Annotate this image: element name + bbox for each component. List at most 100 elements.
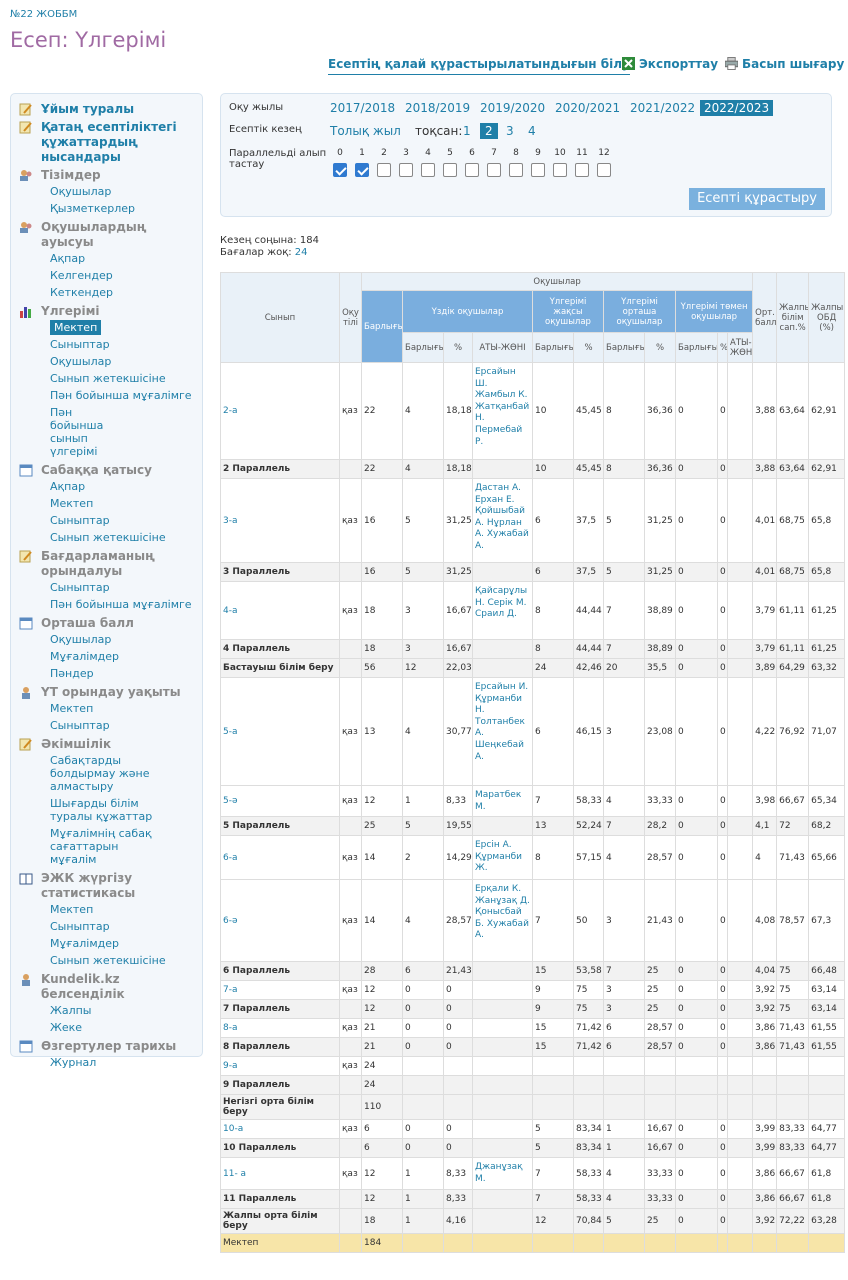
sidebar-history-item[interactable]: Журнал bbox=[50, 1056, 97, 1069]
sidebar-attendance-item[interactable]: Сыныптар bbox=[50, 514, 110, 527]
sidebar-ejk-item[interactable]: Сынып жетекшісіне bbox=[50, 954, 166, 967]
class-link[interactable]: 10-а bbox=[220, 1119, 340, 1139]
table-cell: 0 bbox=[402, 1018, 444, 1038]
table-cell bbox=[726, 677, 754, 786]
sidebar-kundelik-item[interactable]: Жалпы bbox=[50, 1004, 92, 1017]
parallel-number: 12 bbox=[598, 148, 610, 158]
sidebar-movement-item[interactable]: Ақпар bbox=[50, 252, 86, 265]
sidebar-admin: Әкімшілік bbox=[19, 737, 202, 752]
quarter-option[interactable]: 4 bbox=[528, 124, 536, 138]
sidebar-movement-item[interactable]: Келгендер bbox=[50, 269, 113, 282]
table-cell: 63,14 bbox=[808, 999, 846, 1019]
class-link[interactable]: 11- а bbox=[220, 1157, 340, 1190]
parallel-checkbox[interactable] bbox=[531, 163, 545, 177]
sidebar-kundelik-item[interactable]: Жеке bbox=[50, 1021, 83, 1034]
parallel-checkbox[interactable] bbox=[487, 163, 501, 177]
table-cell bbox=[726, 879, 754, 962]
class-link[interactable]: 3-а bbox=[220, 478, 340, 563]
table-cell: 0 bbox=[717, 879, 728, 962]
sidebar-strict-docs[interactable]: Қатаң есептіліктегі құжаттардың нысандар… bbox=[19, 120, 202, 165]
sidebar-progress-item[interactable]: Мектеп bbox=[19, 319, 202, 336]
excellent-students[interactable]: Ерсін А. Құрманби Ж. bbox=[472, 835, 533, 880]
class-link[interactable]: 4-а bbox=[220, 581, 340, 640]
export-button[interactable]: Экспорттау bbox=[622, 57, 718, 71]
parallel-checkbox[interactable] bbox=[399, 163, 413, 177]
year-option[interactable]: 2020/2021 bbox=[555, 101, 621, 115]
excellent-students[interactable]: Ерсайын И. Құрманби Н. Толтанбек А. Шеңк… bbox=[472, 677, 533, 786]
quarter-option[interactable]: 1 bbox=[463, 124, 471, 138]
parallel-checkbox[interactable] bbox=[355, 163, 369, 177]
sidebar-movement-item[interactable]: Кеткендер bbox=[50, 286, 113, 299]
parallel-checkbox[interactable] bbox=[553, 163, 567, 177]
class-link[interactable]: 6-ә bbox=[220, 879, 340, 962]
print-button[interactable]: Басып шығару bbox=[725, 57, 844, 71]
no-grades-link[interactable]: 24 bbox=[294, 247, 308, 258]
howto-link[interactable]: Есептің қалай құрастырылатындығын білу bbox=[328, 57, 630, 75]
parallel-checkbox[interactable] bbox=[575, 163, 589, 177]
table-cell: 66,48 bbox=[808, 961, 846, 981]
excellent-students[interactable]: Ерсайын Ш. Жамбыл К. Жатқанбай Н. Пермеб… bbox=[472, 362, 533, 460]
sidebar-progress-item[interactable]: Пән бойынша сынып үлгерімі bbox=[50, 406, 104, 458]
class-row: 9-а қаз 24 bbox=[220, 1056, 846, 1076]
sidebar-average-item[interactable]: Пәндер bbox=[50, 667, 94, 680]
quarter-option-selected[interactable]: 2 bbox=[480, 123, 498, 139]
parallel-checkbox[interactable] bbox=[333, 163, 347, 177]
parallel-checkbox[interactable] bbox=[443, 163, 457, 177]
table-cell bbox=[726, 1075, 754, 1095]
excellent-students[interactable]: Джанұзақ М. bbox=[472, 1157, 533, 1190]
sidebar-admin-item[interactable]: Мұғалімнің сабақ сағаттарын мұғалім bbox=[50, 827, 152, 866]
excellent-students[interactable]: Ерқали К. Жанұзақ Д. Қонысбай Б. Хужабай… bbox=[472, 879, 533, 962]
class-link[interactable]: 6-а bbox=[220, 835, 340, 880]
table-cell bbox=[776, 1233, 810, 1253]
excellent-students[interactable]: Маратбек М. bbox=[472, 785, 533, 817]
build-report-button[interactable]: Есепті құрастыру bbox=[689, 188, 825, 210]
sidebar-org-info[interactable]: Ұйым туралы bbox=[19, 102, 202, 117]
sidebar-progress-item[interactable]: Оқушылар bbox=[50, 355, 112, 368]
sidebar-progress-item[interactable]: Сынып жетекшісіне bbox=[50, 372, 166, 385]
table-cell: 7 bbox=[603, 639, 645, 659]
sidebar-homework-item[interactable]: Мектеп bbox=[50, 702, 94, 715]
quarter-option[interactable]: 3 bbox=[506, 124, 514, 138]
table-cell: 12 bbox=[361, 1189, 403, 1209]
sidebar-attendance-item[interactable]: Сынып жетекшісіне bbox=[50, 531, 166, 544]
table-cell: 10 Параллель bbox=[220, 1138, 340, 1158]
sidebar-progress-item[interactable]: Сыныптар bbox=[50, 338, 110, 351]
table-cell bbox=[339, 562, 362, 582]
parallel-checkbox[interactable] bbox=[509, 163, 523, 177]
sidebar-homework-item[interactable]: Сыныптар bbox=[50, 719, 110, 732]
parallel-checkbox[interactable] bbox=[465, 163, 479, 177]
sidebar-program-item[interactable]: Пән бойынша мұғалімге bbox=[50, 598, 192, 611]
sidebar-admin-item[interactable]: Сабақтарды болдырмау және алмастыру bbox=[50, 754, 150, 793]
sidebar-progress-item[interactable]: Пән бойынша мұғалімге bbox=[50, 389, 192, 402]
year-option-selected[interactable]: 2022/2023 bbox=[700, 100, 774, 116]
table-cell: 0 bbox=[717, 1157, 728, 1190]
parallel-checkbox[interactable] bbox=[421, 163, 435, 177]
sidebar-admin-item[interactable]: Шығарды білім туралы құжаттар bbox=[50, 797, 153, 823]
sidebar-attendance-item[interactable]: Ақпар bbox=[50, 480, 86, 493]
table-cell: 28,57 bbox=[443, 879, 473, 962]
sidebar-attendance-item[interactable]: Мектеп bbox=[50, 497, 94, 510]
class-link[interactable]: 8-а bbox=[220, 1018, 340, 1038]
sidebar-lists-item[interactable]: Қызметкерлер bbox=[50, 202, 135, 215]
sidebar-ejk-item[interactable]: Мұғалімдер bbox=[50, 937, 119, 950]
parallel-checkbox[interactable] bbox=[377, 163, 391, 177]
sidebar-program-item[interactable]: Сыныптар bbox=[50, 581, 110, 594]
sidebar-ejk-item[interactable]: Сыныптар bbox=[50, 920, 110, 933]
class-link[interactable]: 5-ә bbox=[220, 785, 340, 817]
sidebar-lists-item[interactable]: Оқушылар bbox=[50, 185, 112, 198]
excellent-students[interactable]: Қайсарұлы Н. Серік М. Сраил Д. bbox=[472, 581, 533, 640]
year-option[interactable]: 2017/2018 bbox=[330, 101, 396, 115]
class-link[interactable]: 7-а bbox=[220, 980, 340, 1000]
sidebar-average-item[interactable]: Оқушылар bbox=[50, 633, 112, 646]
sidebar-ejk-item[interactable]: Мектеп bbox=[50, 903, 94, 916]
excellent-students[interactable]: Дастан А. Ерхан Е. Қойшыбай А. Нұрлан А.… bbox=[472, 478, 533, 563]
class-link[interactable]: 5-а bbox=[220, 677, 340, 786]
year-option[interactable]: 2021/2022 bbox=[630, 101, 696, 115]
full-year-option[interactable]: Толық жыл bbox=[330, 124, 401, 138]
year-option[interactable]: 2018/2019 bbox=[405, 101, 471, 115]
parallel-checkbox[interactable] bbox=[597, 163, 611, 177]
year-option[interactable]: 2019/2020 bbox=[480, 101, 546, 115]
sidebar-average-item[interactable]: Мұғалімдер bbox=[50, 650, 119, 663]
class-link[interactable]: 2-а bbox=[220, 362, 340, 460]
class-link[interactable]: 9-а bbox=[220, 1056, 340, 1076]
